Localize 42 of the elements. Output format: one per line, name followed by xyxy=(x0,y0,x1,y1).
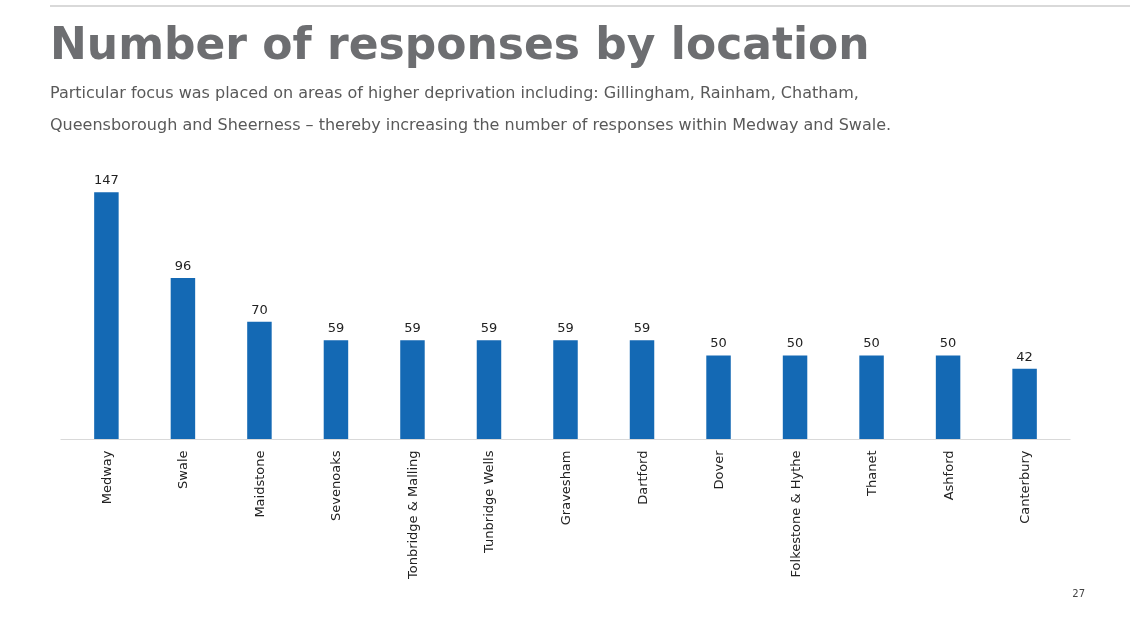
bar xyxy=(170,278,196,440)
data-label: 59 xyxy=(404,320,421,336)
bar xyxy=(859,355,884,440)
data-label: 70 xyxy=(251,301,268,317)
chart-subtitle: Particular focus was placed on areas of higher deprivation including: Gillingham, Rainham, Chatham, Queensborough and Sheerness – thereby increasing the number of responses within Medway and Swale. xyxy=(50,82,893,136)
text: 27 xyxy=(1072,587,1085,601)
bar xyxy=(323,340,349,440)
chart-title: Number of responses by location xyxy=(50,17,870,71)
data-label: 59 xyxy=(327,320,345,336)
data-label: 42 xyxy=(1016,348,1033,364)
x-tick-label: Gravesham xyxy=(558,450,573,526)
data-label: 147 xyxy=(94,172,119,188)
bar xyxy=(553,340,578,440)
x-tick-label: Swale xyxy=(175,450,191,489)
bar xyxy=(706,355,731,440)
data-label: 59 xyxy=(633,320,651,336)
x-tick-label: Dover xyxy=(711,449,727,490)
bar xyxy=(629,340,655,440)
x-tick-label: Tunbridge Wells xyxy=(481,450,497,554)
data-label: 50 xyxy=(710,335,727,351)
data-label: 50 xyxy=(863,335,880,351)
x-tick-label: Thanet xyxy=(864,450,880,497)
bar xyxy=(94,192,119,440)
x-tick-label: Tonbridge & Malling xyxy=(404,450,420,581)
data-label: 96 xyxy=(174,258,192,274)
data-label: 50 xyxy=(939,335,957,351)
x-tick-label: Dartford xyxy=(634,450,650,505)
bar xyxy=(1012,368,1037,440)
bar xyxy=(476,340,502,440)
bar xyxy=(400,340,425,440)
x-tick-label: Canterbury xyxy=(1017,450,1033,524)
x-tick-label: Maidstone xyxy=(251,450,267,518)
x-tick-label: Folkestone & Hythe xyxy=(787,450,803,578)
data-label: 50 xyxy=(786,335,804,351)
data-label: 59 xyxy=(480,320,498,336)
x-tick-label: Ashford xyxy=(940,450,956,501)
bar xyxy=(247,321,272,440)
bar xyxy=(935,355,961,440)
x-tick-label: Medway xyxy=(98,450,114,505)
x-tick-label: Sevenoaks xyxy=(328,450,344,521)
data-label: 59 xyxy=(557,320,574,336)
bar xyxy=(782,355,808,440)
